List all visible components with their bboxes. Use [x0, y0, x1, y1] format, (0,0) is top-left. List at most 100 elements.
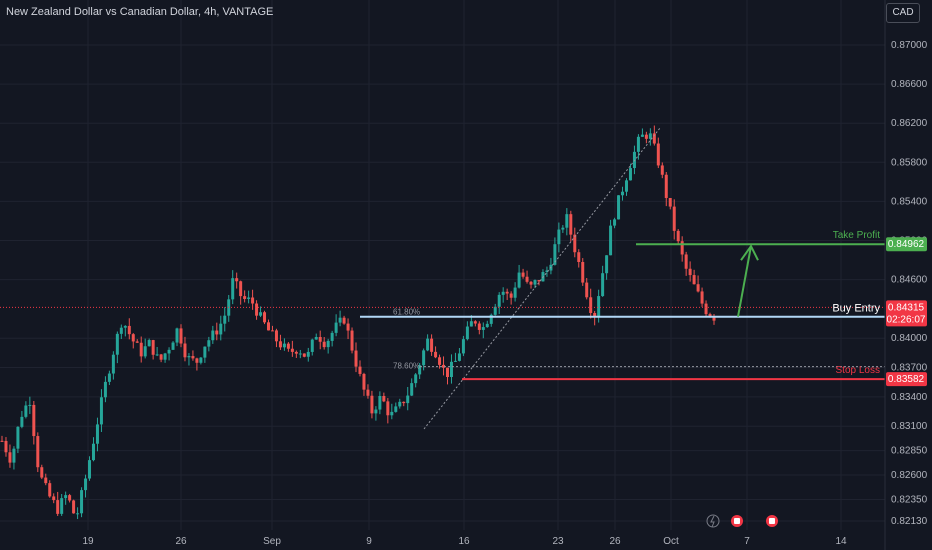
price-tick-label: 0.85800 [891, 157, 928, 168]
current-price-label-bg [886, 300, 927, 327]
candle-body [282, 343, 286, 348]
candle-body [16, 426, 20, 449]
candle-body [143, 346, 147, 357]
candle-body [290, 348, 294, 352]
candle-body [68, 495, 72, 501]
candle-body [465, 326, 469, 340]
take-profit-price-label-bg [886, 237, 927, 252]
candle-body [617, 195, 621, 220]
price-tick-label: 0.87000 [891, 40, 928, 51]
fib-618-label: 61.80% [393, 308, 420, 317]
candle-body [398, 401, 402, 407]
chart-title: New Zealand Dollar vs Canadian Dollar, 4… [6, 6, 274, 18]
flag-icon-glyph [734, 518, 740, 524]
stop-loss-price-label-bg [886, 372, 927, 387]
candle-body [605, 255, 609, 274]
candle-body [195, 358, 199, 363]
time-tick-label: 14 [835, 536, 847, 547]
candle-body [95, 424, 99, 444]
candle-body [199, 357, 203, 363]
candle-body [123, 325, 127, 328]
candle-body [589, 297, 593, 314]
candle-body [294, 351, 298, 354]
candle-body [529, 281, 533, 285]
candle-body [660, 165, 664, 175]
candle-body [489, 314, 493, 324]
target-arrow-shaft [737, 246, 752, 317]
candle-body [362, 373, 366, 390]
candle-body [270, 330, 274, 332]
candle-body [310, 339, 314, 352]
candle-body [64, 495, 68, 499]
candle-body [676, 230, 680, 242]
price-axis: 0.870000.866000.862000.858000.854000.850… [884, 0, 928, 550]
candle-body [422, 350, 426, 366]
candle-body [32, 404, 36, 437]
candle-body [577, 252, 581, 263]
candle-body [485, 323, 489, 328]
candle-body [103, 381, 107, 398]
candle-body [481, 327, 485, 330]
candle-body [80, 490, 84, 514]
candle-body [621, 191, 625, 196]
lightning-icon[interactable] [706, 514, 720, 528]
candle-body [72, 500, 76, 514]
candle-body [418, 365, 422, 375]
candle-body [700, 291, 704, 304]
candle-body [390, 411, 394, 416]
candle-body [207, 340, 211, 347]
candle-body [354, 350, 358, 367]
candle-body [175, 328, 179, 343]
candle-body [52, 496, 56, 501]
candle-body [60, 498, 64, 514]
candle-body [624, 180, 628, 192]
candle-body [338, 317, 342, 323]
time-tick-label: 19 [82, 536, 94, 547]
time-tick-label: 7 [744, 536, 750, 547]
candle-body [517, 272, 521, 288]
candle-body [179, 328, 183, 344]
lightning-icon-ring [706, 514, 720, 528]
candle-body [56, 500, 60, 514]
price-tick-label: 0.84000 [891, 333, 928, 344]
candle-body [680, 241, 684, 255]
stop-loss-price-label: 0.83582 [888, 374, 925, 385]
candle-body [449, 361, 453, 377]
candle-body [0, 440, 4, 442]
candle-body [712, 316, 716, 321]
candle-body [370, 395, 374, 414]
candle-body [231, 278, 235, 300]
candle-body [469, 321, 473, 327]
candle-body [131, 334, 135, 342]
flag-icon[interactable] [731, 515, 743, 527]
flag-icon-glyph [769, 518, 775, 524]
candle-body [84, 478, 88, 491]
candle-body [473, 321, 477, 324]
time-tick-label: 26 [609, 536, 621, 547]
candle-body [704, 303, 708, 315]
candle-body [302, 353, 306, 357]
candle-body [581, 262, 585, 283]
flag-icon[interactable] [766, 515, 778, 527]
candle-body [342, 317, 346, 324]
candle-body [537, 280, 541, 282]
candle-body [183, 343, 187, 358]
candle-body [298, 353, 302, 355]
candle-body [601, 273, 605, 297]
candle-body [565, 214, 569, 228]
candle-body [509, 293, 513, 298]
candle-body [306, 351, 310, 357]
price-tick-label: 0.82600 [891, 470, 928, 481]
take-profit-label: Take Profit [833, 230, 880, 241]
time-axis: 19 26 Sep 9 16 23 26 Oct 7 14 [82, 536, 847, 547]
currency-button[interactable]: CAD [886, 3, 920, 23]
candle-body [410, 383, 414, 396]
candle-body [255, 303, 259, 316]
candle-body [688, 268, 692, 276]
candle-body [147, 340, 151, 347]
candle-body [652, 133, 656, 144]
candle-body [259, 312, 263, 316]
candle-body [263, 312, 267, 323]
candle-body [382, 395, 386, 402]
